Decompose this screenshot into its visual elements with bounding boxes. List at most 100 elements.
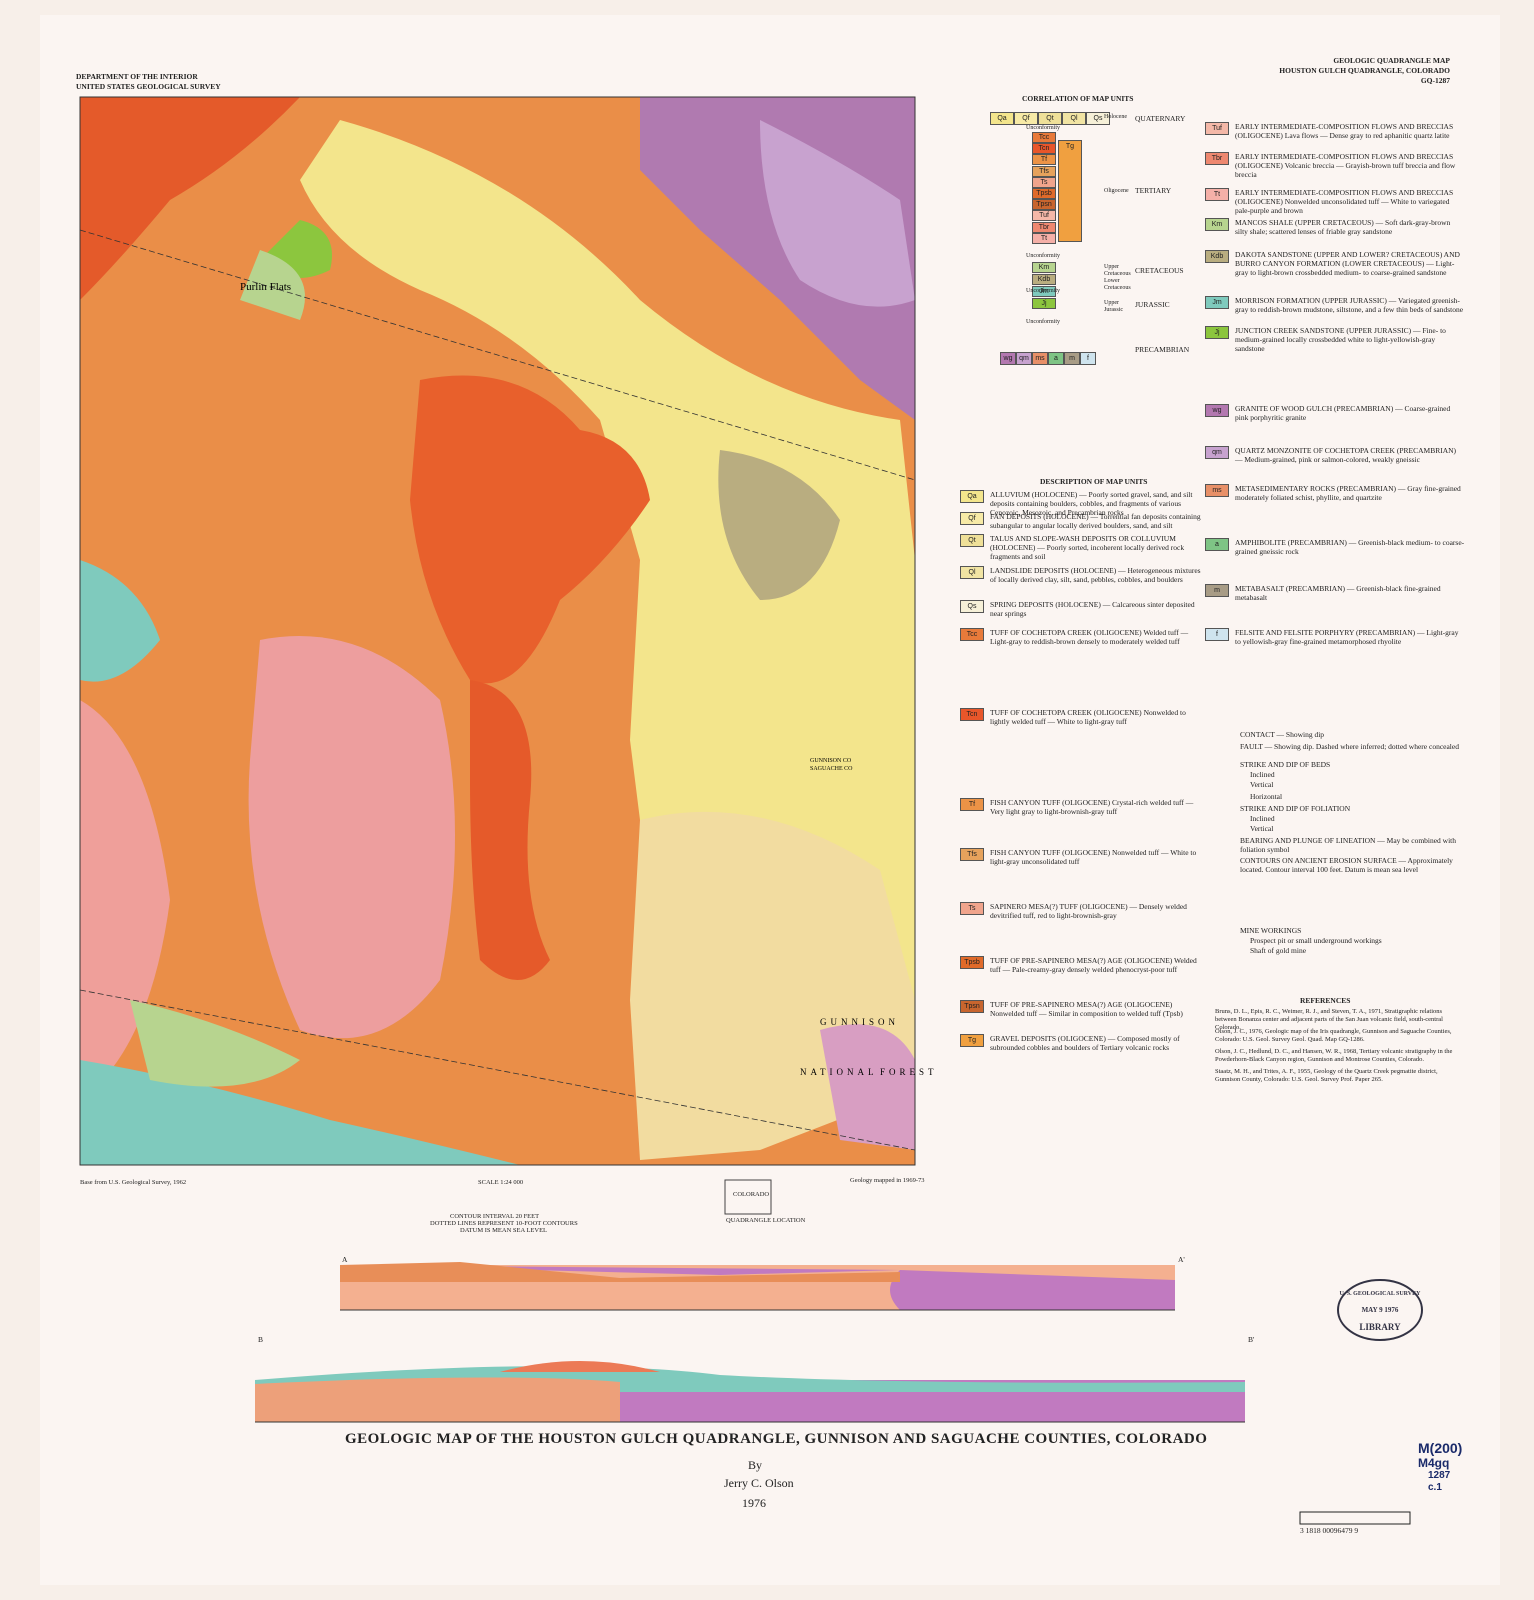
unit-name: MORRISON FORMATION (UPPER JURASSIC) [1235, 296, 1387, 305]
unit-entry: EARLY INTERMEDIATE-COMPOSITION FLOWS AND… [1235, 152, 1465, 179]
morrison-south [80, 1060, 520, 1165]
symbol-entry: FAULT — Showing dip. Dashed where inferr… [1240, 742, 1459, 751]
catalog-mark: M(200) [1418, 1440, 1463, 1456]
symbol-entry: STRIKE AND DIP OF BEDS [1240, 760, 1331, 769]
barcode [1299, 1511, 1411, 1525]
unit-entry: MORRISON FORMATION (UPPER JURASSIC) — Va… [1235, 296, 1465, 314]
unit-swatch: Tf [960, 798, 984, 811]
section-label: A [342, 1255, 348, 1264]
unit-text: — Greenish-black fine-grained metabasalt [1235, 584, 1441, 602]
unit-swatch: Qa [960, 490, 984, 503]
unit-name: EARLY INTERMEDIATE-COMPOSITION FLOWS AND… [1235, 152, 1454, 170]
unit-entry: FAN DEPOSITS (HOLOCENE) — Torrential fan… [990, 512, 1205, 530]
unit-text: Crystal-rich welded tuff — Very light gr… [990, 798, 1194, 816]
unit-text: — Soft dark-gray-brown silty shale; scat… [1235, 218, 1451, 236]
unit-entry: LANDSLIDE DEPOSITS (HOLOCENE) — Heteroge… [990, 566, 1205, 584]
unit-swatch: Tcc [960, 628, 984, 641]
map-label: SAGUACHE CO [810, 766, 853, 772]
unit-entry: EARLY INTERMEDIATE-COMPOSITION FLOWS AND… [1235, 188, 1465, 215]
stamp-text: U. S. GEOLOGICAL SURVEY [1340, 1291, 1422, 1297]
unit-entry: TUFF OF COCHETOPA CREEK (OLIGOCENE) Weld… [990, 628, 1205, 646]
unit-swatch: Jm [1205, 296, 1229, 309]
unit-name: FISH CANYON TUFF (OLIGOCENE) [990, 798, 1111, 807]
unit-entry: AMPHIBOLITE (PRECAMBRIAN) — Greenish-bla… [1235, 538, 1465, 556]
unit-text: — Densely welded devitrified tuff, red t… [990, 902, 1187, 920]
agency-line: DEPARTMENT OF THE INTERIOR [76, 72, 198, 81]
series-label: Lower Cretaceous [1104, 278, 1131, 291]
unit-text: — Heterogeneous mixtures of locally deri… [990, 566, 1201, 584]
corr-box: Tbr [1032, 221, 1056, 233]
unit-text: Volcanic breccia — Grayish-brown tuff br… [1235, 161, 1456, 179]
reference: Olson, J. C., 1976, Geologic map of the … [1215, 1028, 1452, 1043]
unit-entry: FELSITE AND FELSITE PORPHYRY (PRECAMBRIA… [1235, 628, 1465, 646]
section-layer [255, 1377, 620, 1422]
unit-text: — Variegated greenish-gray to reddish-br… [1235, 296, 1464, 314]
symbol-entry: Vertical [1250, 780, 1274, 789]
map-label: GUNNISON [820, 1017, 899, 1027]
catalog-mark: 1287 [1428, 1470, 1451, 1481]
unit-swatch: ms [1205, 484, 1229, 497]
map-label: NATIONAL [800, 1067, 878, 1077]
symbol-entry: CONTACT — Showing dip [1240, 730, 1325, 739]
section-label: B [258, 1335, 264, 1344]
unit-entry: SAPINERO MESA(?) TUFF (OLIGOCENE) — Dens… [990, 902, 1205, 920]
unit-entry: TUFF OF PRE-SAPINERO MESA(?) AGE (OLIGOC… [990, 956, 1205, 974]
unit-name: GRANITE OF WOOD GULCH (PRECAMBRIAN) [1235, 404, 1394, 413]
symbol-entry: BEARING AND PLUNGE OF LINEATION — May be… [1240, 836, 1457, 854]
corr-box: a [1048, 352, 1064, 365]
unit-text: Nonwelded tuff — White to light-gray unc… [990, 848, 1197, 866]
unit-name: TALUS AND SLOPE-WASH DEPOSITS OR COLLUVI… [990, 534, 1176, 552]
unit-swatch: Tpsb [960, 956, 984, 969]
corr-box: ms [1032, 352, 1048, 365]
series-line: HOUSTON GULCH QUADRANGLE, COLORADO [1279, 66, 1450, 75]
unit-name: DAKOTA SANDSTONE (UPPER AND LOWER? CRETA… [1235, 250, 1460, 268]
catalog-mark: M4gq [1418, 1456, 1450, 1470]
corr-box: Qa [990, 112, 1014, 125]
symbol-entry: Inclined [1250, 770, 1275, 779]
corr-box: Tcn [1032, 143, 1056, 155]
corr-box: Tuf [1032, 210, 1056, 222]
unconformity: Unconformity [1026, 125, 1060, 131]
unit-text: Nonwelded to lightly welded tuff — White… [990, 708, 1186, 726]
unit-name: FELSITE AND FELSITE PORPHYRY (PRECAMBRIA… [1235, 628, 1416, 637]
map-label: GUNNISON CO [810, 758, 852, 764]
unit-entry: ALLUVIUM (HOLOCENE) — Poorly sorted grav… [990, 490, 1205, 517]
unit-text: — Light-gray to light-brown crossbedded … [1235, 259, 1455, 277]
unit-name: EARLY INTERMEDIATE-COMPOSITION FLOWS AND… [1235, 188, 1454, 206]
unit-entry: DAKOTA SANDSTONE (UPPER AND LOWER? CRETA… [1235, 250, 1465, 277]
location-box [724, 1179, 772, 1215]
unit-name: TUFF OF PRE-SAPINERO MESA(?) AGE (OLIGOC… [990, 1000, 1173, 1009]
unit-name: SAPINERO MESA(?) TUFF (OLIGOCENE) [990, 902, 1128, 911]
reference: Staatz, M. H., and Trites, A. F., 1955, … [1215, 1068, 1438, 1083]
unit-entry: SPRING DEPOSITS (HOLOCENE) — Calcareous … [990, 600, 1205, 618]
unit-name: JUNCTION CREEK SANDSTONE (UPPER JURASSIC… [1235, 326, 1412, 335]
unit-text: — Poorly sorted, incoherent locally deri… [990, 543, 1185, 561]
corr-box: Qt [1038, 112, 1062, 125]
cross-section-b [255, 1361, 1245, 1423]
bottom-note: DATUM IS MEAN SEA LEVEL [460, 1227, 548, 1234]
bottom-note: DOTTED LINES REPRESENT 10-FOOT CONTOURS [430, 1220, 578, 1227]
unit-text: Lava flows — Dense gray to red aphanitic… [1282, 131, 1450, 140]
unit-swatch: Qt [960, 534, 984, 547]
unit-text: Welded tuff — Light-gray to reddish-brow… [990, 628, 1189, 646]
corr-box: Ql [1062, 112, 1086, 125]
unit-name: SPRING DEPOSITS (HOLOCENE) [990, 600, 1101, 609]
map-label: Purlin Flats [240, 281, 291, 293]
dakota-east [718, 450, 840, 600]
unit-text: — Light-gray to yellowish-gray fine-grai… [1235, 628, 1459, 646]
unit-name: LANDSLIDE DEPOSITS (HOLOCENE) [990, 566, 1117, 575]
catalog-mark: c.1 [1428, 1482, 1442, 1493]
stamp-text: LIBRARY [1359, 1322, 1401, 1332]
symbol-entry: MINE WORKINGS [1240, 926, 1302, 935]
series-label: Oligocene [1104, 188, 1129, 194]
unit-name: GRAVEL DEPOSITS (OLIGOCENE) [990, 1034, 1106, 1043]
unconformity: Unconformity [1026, 288, 1060, 294]
section-label: B' [1248, 1335, 1255, 1344]
bottom-note: SCALE 1:24 000 [478, 1179, 524, 1186]
unit-swatch: Tbr [1205, 152, 1229, 165]
unit-swatch: Tt [1205, 188, 1229, 201]
corr-box: Kdb [1032, 274, 1056, 285]
unit-swatch: Tcn [960, 708, 984, 721]
corr-box: Jm [1032, 286, 1056, 297]
unit-swatch: f [1205, 628, 1229, 641]
